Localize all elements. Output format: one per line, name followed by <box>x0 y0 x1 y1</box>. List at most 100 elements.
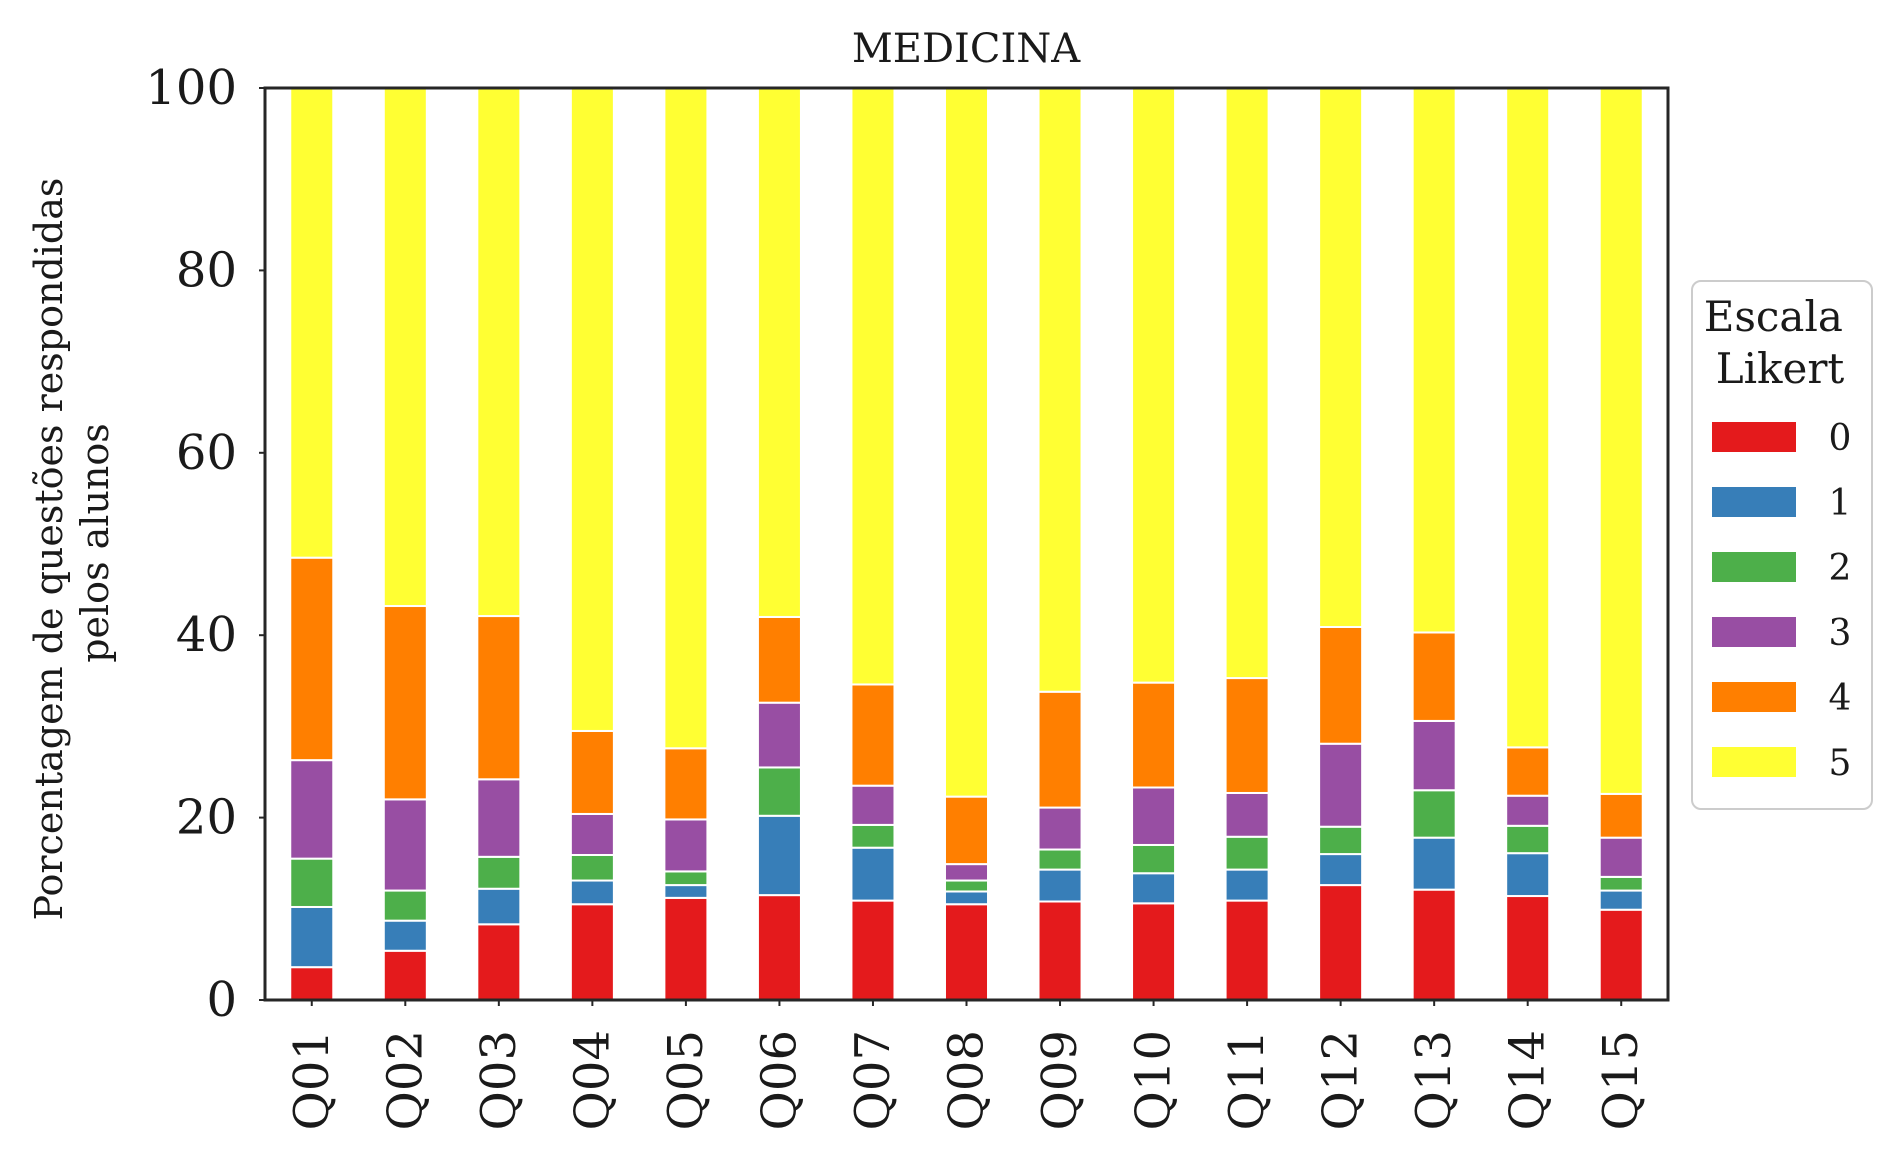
bar-Q02-likert-0 <box>382 949 428 1002</box>
bar-Q08-likert-3 <box>943 863 990 882</box>
bar-Q12-likert-0 <box>1318 884 1364 1002</box>
bar-Q01-likert-5 <box>289 87 335 559</box>
legend-title: Escala Likert <box>1704 292 1857 393</box>
bar-Q14-likert-3 <box>1505 794 1551 827</box>
bar-Q10-likert-2 <box>1131 843 1177 875</box>
x-tick-label: Q07 <box>845 1030 901 1130</box>
bar-Q04-likert-3 <box>569 812 615 856</box>
plot-area <box>289 87 1644 1002</box>
bar-Q04-likert-0 <box>569 903 615 1001</box>
bar-Q01-likert-1 <box>289 905 335 969</box>
bar-Q02-likert-1 <box>382 919 428 952</box>
bar-Q09-likert-0 <box>1037 900 1083 1002</box>
bar-Q05-likert-0 <box>663 896 709 1002</box>
bar-Q03-likert-1 <box>476 887 522 926</box>
y-axis-label-line-1: Porcentagem de questões respondidas <box>27 178 71 921</box>
x-tick-label: Q10 <box>1126 1030 1182 1130</box>
legend-swatch-4 <box>1712 682 1796 712</box>
legend-swatch-2 <box>1712 552 1796 582</box>
bar-Q12-likert-4 <box>1318 625 1364 745</box>
legend-label-5: 5 <box>1829 743 1852 784</box>
legend-label-2: 2 <box>1829 548 1852 589</box>
legend-title-line-2: Likert <box>1716 344 1845 393</box>
bar-Q01-likert-3 <box>289 759 335 860</box>
bar-Q02-likert-2 <box>382 889 428 922</box>
y-axis: 0 20 40 60 80 100 <box>145 60 265 1028</box>
legend-swatch-1 <box>1712 487 1796 517</box>
bar-Q05-likert-2 <box>663 870 709 887</box>
legend-swatch-3 <box>1712 617 1796 647</box>
bar-Q05-likert-4 <box>663 747 709 821</box>
bar-Q11-likert-0 <box>1224 899 1270 1001</box>
bar-Q13-likert-4 <box>1411 631 1457 722</box>
bar-Q06-likert-2 <box>756 766 802 817</box>
x-tick-label: Q14 <box>1500 1030 1556 1130</box>
bar-Q03-likert-5 <box>476 87 522 618</box>
bar-Q12-likert-3 <box>1318 742 1364 828</box>
legend-box <box>1691 280 1873 810</box>
bar-Q11-likert-3 <box>1224 791 1270 838</box>
x-tick-label: Q05 <box>658 1030 714 1130</box>
bar-Q10-likert-0 <box>1131 902 1177 1001</box>
bar-Q08-likert-5 <box>943 87 990 798</box>
legend: Escala Likert 0 1 2 3 4 5 <box>1691 280 1873 810</box>
bar-Q07-likert-0 <box>850 899 896 1001</box>
bar-Q06-likert-5 <box>756 87 802 618</box>
legend-label-4: 4 <box>1829 678 1852 719</box>
legend-swatch-5 <box>1712 747 1796 777</box>
bar-Q07-likert-3 <box>850 784 896 826</box>
chart-title: MEDICINA <box>852 26 1081 72</box>
bar-Q02-likert-5 <box>382 87 428 608</box>
bar-Q03-likert-4 <box>476 615 522 781</box>
y-tick-label: 80 <box>176 242 237 298</box>
x-tick-label: Q06 <box>751 1030 807 1130</box>
legend-swatch-0 <box>1712 422 1796 452</box>
bar-Q12-likert-2 <box>1318 825 1364 856</box>
bar-Q10-likert-3 <box>1131 786 1177 846</box>
bar-Q06-likert-3 <box>756 701 802 769</box>
x-tick-label: Q08 <box>939 1030 995 1130</box>
legend-label-3: 3 <box>1829 613 1852 654</box>
y-tick-label: 60 <box>176 425 237 481</box>
bar-Q12-likert-1 <box>1318 853 1364 887</box>
bar-Q06-likert-4 <box>756 615 802 704</box>
bar-Q15-likert-2 <box>1598 875 1644 892</box>
bar-Q14-likert-2 <box>1505 824 1551 855</box>
plot-frame <box>263 86 1670 1002</box>
bar-Q01-likert-0 <box>289 966 335 1002</box>
bar-Q13-likert-2 <box>1411 789 1457 839</box>
bar-Q05-likert-1 <box>663 884 709 899</box>
bar-Q05-likert-5 <box>663 87 709 750</box>
y-tick-label: 20 <box>176 790 237 846</box>
bar-Q15-likert-0 <box>1598 908 1644 1001</box>
x-tick-label: Q15 <box>1593 1030 1649 1130</box>
bar-Q04-likert-4 <box>569 729 615 815</box>
y-tick-label: 40 <box>176 607 237 663</box>
bar-Q04-likert-2 <box>569 853 615 882</box>
bar-Q06-likert-1 <box>756 814 802 897</box>
bar-Q14-likert-0 <box>1505 895 1551 1001</box>
bar-Q05-likert-3 <box>663 818 709 873</box>
bar-Q03-likert-3 <box>476 778 522 858</box>
legend-title-line-1: Escala <box>1704 292 1843 341</box>
bar-Q15-likert-4 <box>1598 792 1644 839</box>
y-tick-label: 0 <box>206 972 237 1028</box>
x-tick-label: Q13 <box>1406 1030 1462 1130</box>
bar-Q07-likert-1 <box>850 846 896 902</box>
legend-label-1: 1 <box>1829 483 1852 524</box>
bar-Q04-likert-5 <box>569 87 615 732</box>
bar-Q09-likert-5 <box>1037 87 1083 693</box>
bar-Q14-likert-4 <box>1505 746 1551 797</box>
bar-Q03-likert-0 <box>476 923 522 1002</box>
x-tick-label: Q11 <box>1219 1030 1275 1130</box>
bar-Q15-likert-1 <box>1598 889 1644 911</box>
bar-Q08-likert-2 <box>943 879 990 893</box>
x-axis: Q01 Q02 Q03 Q04 Q05 Q06 Q07 Q08 Q09 Q10 Q11 Q12 Q13 Q… <box>284 1000 1649 1130</box>
bar-Q13-likert-0 <box>1411 888 1457 1002</box>
x-tick-label: Q12 <box>1313 1030 1369 1130</box>
x-tick-label: Q03 <box>471 1030 527 1130</box>
bar-Q13-likert-5 <box>1411 87 1457 634</box>
bar-Q01-likert-4 <box>289 556 335 762</box>
bar-Q02-likert-3 <box>382 798 428 892</box>
